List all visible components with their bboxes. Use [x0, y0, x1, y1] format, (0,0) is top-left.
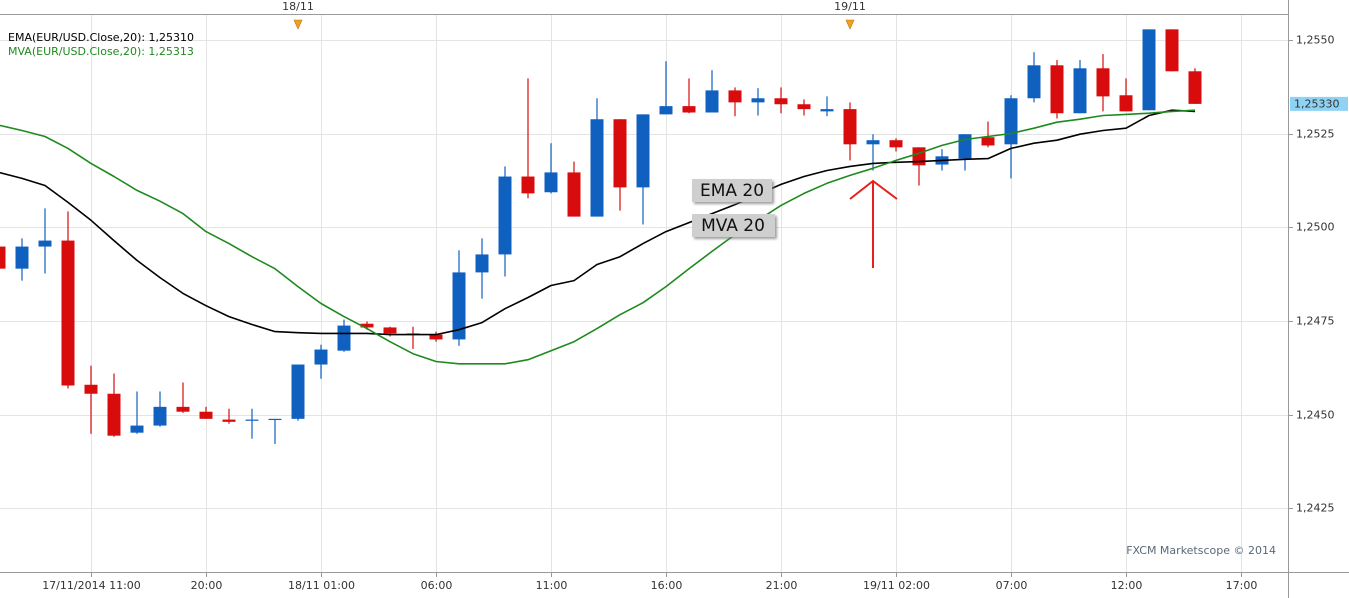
annotation-ema: EMA 20: [692, 179, 772, 202]
x-tick-label: 11:00: [536, 579, 568, 592]
candle-body: [613, 119, 627, 188]
candle-body: [521, 176, 535, 194]
y-tick-label: 1,2475: [1296, 315, 1335, 328]
candle-body: [544, 172, 558, 193]
day-marker-label: 19/11: [834, 0, 866, 13]
day-marker: [845, 19, 855, 30]
x-tick-label: 21:00: [766, 579, 798, 592]
candle-body: [728, 90, 742, 103]
day-marker-label: 18/11: [282, 0, 314, 13]
candle-body: [245, 419, 259, 421]
candle-body: [751, 98, 765, 103]
candle-body: [889, 140, 903, 148]
legend-entry: EMA(EUR/USD.Close,20): 1,25310: [8, 31, 194, 44]
axes: 1,2425 1,2450 1,2475 1,2500 1,2525 1,2550 17/1…: [42, 34, 1348, 592]
line-series: [0, 109, 1196, 336]
candle-body: [567, 172, 581, 217]
annotation-text: EMA 20: [700, 181, 764, 201]
candle-body: [383, 327, 397, 334]
watermark: FXCM Marketscope © 2014: [1126, 544, 1276, 557]
x-tick-label: 17:00: [1226, 579, 1258, 592]
candle-body: [659, 106, 673, 115]
candle-body: [820, 109, 834, 112]
y-tick-label: 1,2425: [1296, 502, 1335, 515]
candle-body: [1165, 29, 1179, 72]
candle-body: [1050, 65, 1064, 114]
candle-body: [38, 240, 52, 247]
candle-body: [843, 109, 857, 145]
x-tick-label: 06:00: [421, 579, 453, 592]
candle-body: [866, 140, 880, 145]
candle-body: [705, 90, 719, 113]
x-tick-label: 19/11 02:00: [863, 579, 930, 592]
day-marker: [293, 19, 303, 30]
candle-body: [636, 114, 650, 188]
candle-body: [15, 246, 29, 269]
x-tick-label: 20:00: [191, 579, 223, 592]
x-tick-label: 12:00: [1111, 579, 1143, 592]
annotation-box: [692, 179, 772, 202]
candle-body: [912, 147, 926, 166]
line-series: [0, 109, 1196, 365]
candle-body: [498, 176, 512, 255]
y-tick-label: 1,2550: [1296, 34, 1335, 47]
plot-area: [0, 29, 1202, 444]
candle-body: [199, 411, 213, 419]
candle-body: [1119, 95, 1133, 112]
x-tick-label: 17/11/2014 11:00: [42, 579, 141, 592]
x-tick-label: 18/11 01:00: [288, 579, 355, 592]
candle-body: [429, 334, 443, 340]
y-tick-label: 1,2450: [1296, 409, 1335, 422]
candle-body: [1142, 29, 1156, 111]
candle-body: [337, 325, 351, 351]
candle-body: [0, 246, 6, 269]
last-price-tag: [1290, 96, 1348, 111]
candle-body: [222, 419, 236, 422]
candle-body: [1004, 98, 1018, 145]
y-tick-label: 1,2500: [1296, 221, 1335, 234]
candle-body: [682, 106, 696, 113]
x-tick-label: 16:00: [651, 579, 683, 592]
annotation-text: MVA 20: [701, 216, 765, 236]
candle-body: [958, 134, 972, 159]
candle-body: [1188, 71, 1202, 104]
candle-body: [314, 349, 328, 365]
annotation-mva: MVA 20: [692, 214, 775, 237]
annotation-box: [692, 214, 775, 237]
last-price-label: 1,25330: [1294, 97, 1340, 110]
candle-body: [590, 119, 604, 217]
y-tick-label: 1,2525: [1296, 128, 1335, 141]
candle-body: [1027, 65, 1041, 99]
candle-body: [360, 323, 374, 328]
candle-body: [153, 406, 167, 426]
arrow-head: [849, 179, 898, 200]
candle-body: [107, 393, 121, 436]
candle-body: [774, 98, 788, 105]
x-tick-label: 07:00: [996, 579, 1028, 592]
grid: [0, 14, 1288, 572]
candle-body: [268, 418, 282, 421]
candle-body: [475, 254, 489, 273]
candle-body: [130, 425, 144, 433]
candle-body: [291, 364, 305, 419]
candle-body: [981, 137, 995, 146]
candle-body: [797, 104, 811, 110]
candle-body: [61, 240, 75, 386]
candle-body: [176, 406, 190, 412]
candle-body: [1073, 68, 1087, 114]
candle-body: [1096, 68, 1110, 97]
legend-entry: MVA(EUR/USD.Close,20): 1,25313: [8, 45, 194, 58]
candle-body: [84, 384, 98, 394]
arrow: [849, 179, 898, 268]
candle-body: [452, 272, 466, 340]
